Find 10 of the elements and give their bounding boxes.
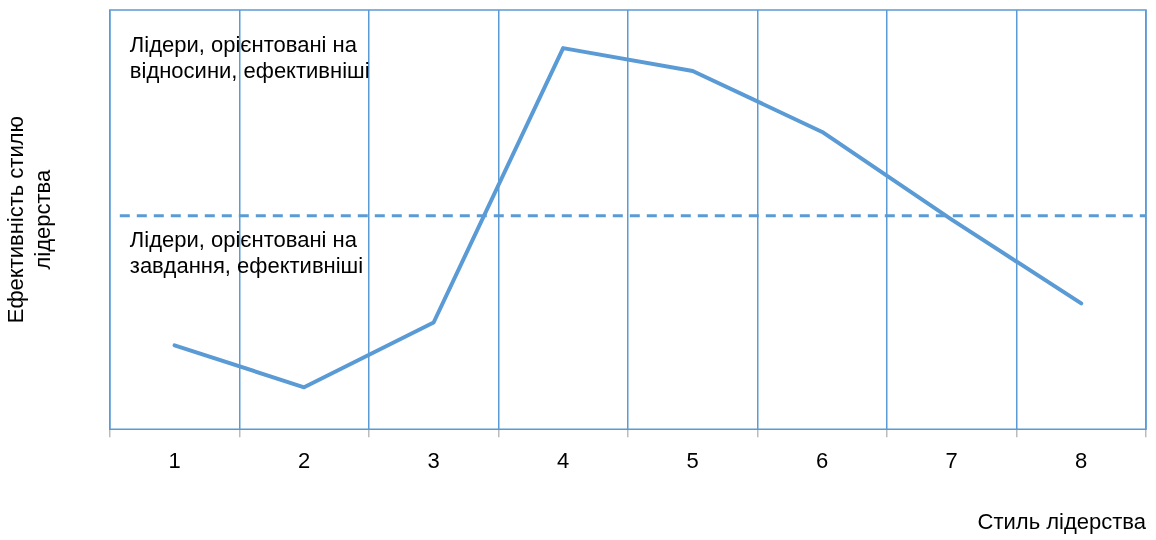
x-tick-label: 7 bbox=[945, 448, 958, 474]
x-tick-label: 3 bbox=[427, 448, 440, 474]
x-tick-label: 2 bbox=[297, 448, 311, 474]
x-axis-title: Стиль лідерства bbox=[977, 508, 1147, 534]
x-tick-label: 8 bbox=[1075, 448, 1088, 474]
x-tick-label: 1 bbox=[168, 448, 181, 474]
y-axis-title: Ефективність стилю лідерства bbox=[3, 115, 55, 324]
x-tick-label: 4 bbox=[557, 448, 570, 474]
x-tick-label: 6 bbox=[816, 448, 829, 474]
x-tick-label: 5 bbox=[686, 448, 699, 474]
